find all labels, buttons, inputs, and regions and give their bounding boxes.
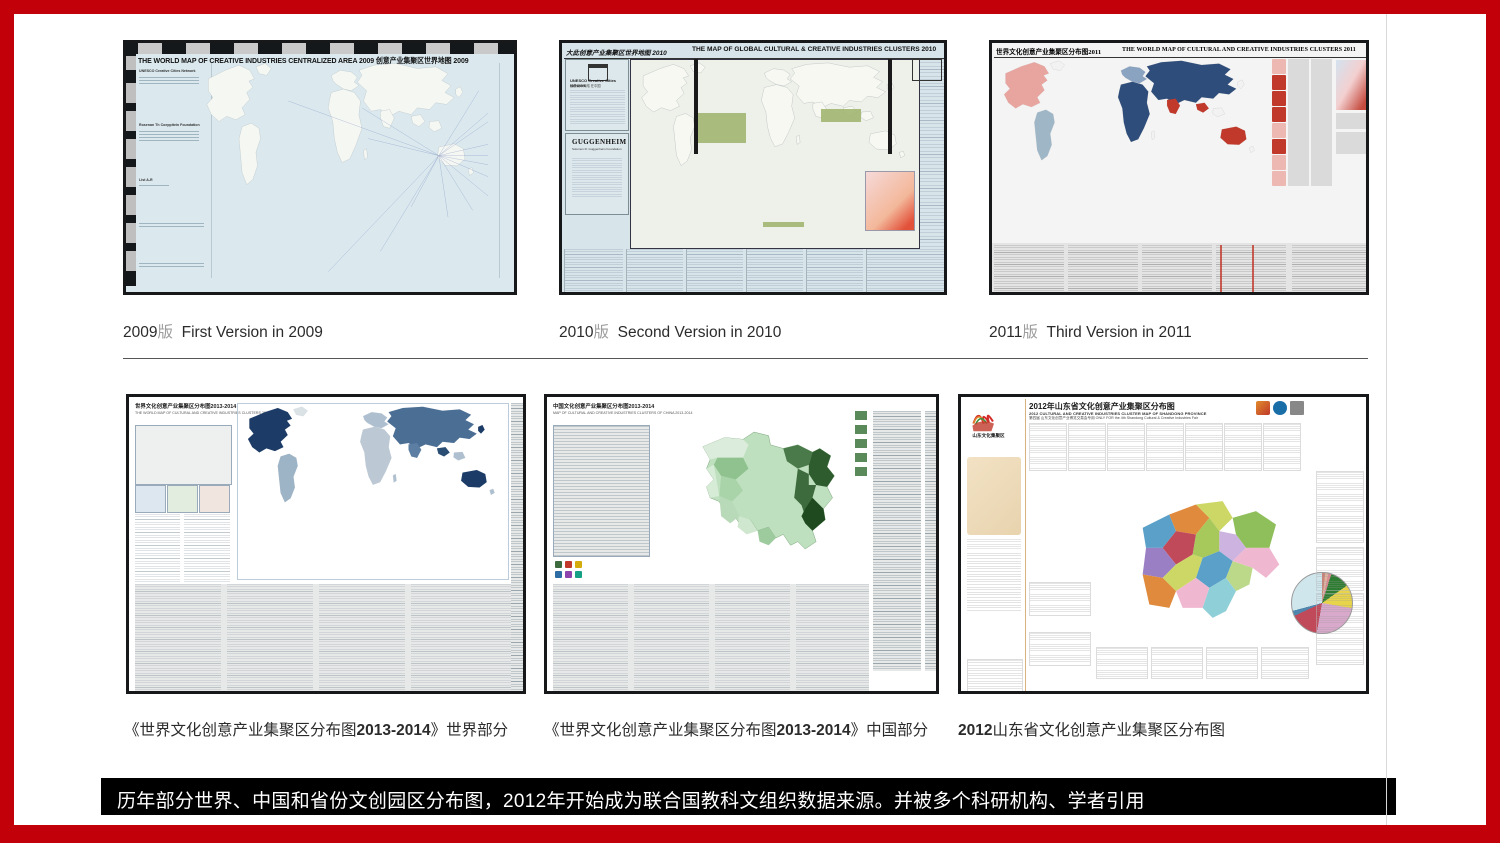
svg-text:山东文化集聚区: 山东文化集聚区 bbox=[972, 432, 1005, 439]
